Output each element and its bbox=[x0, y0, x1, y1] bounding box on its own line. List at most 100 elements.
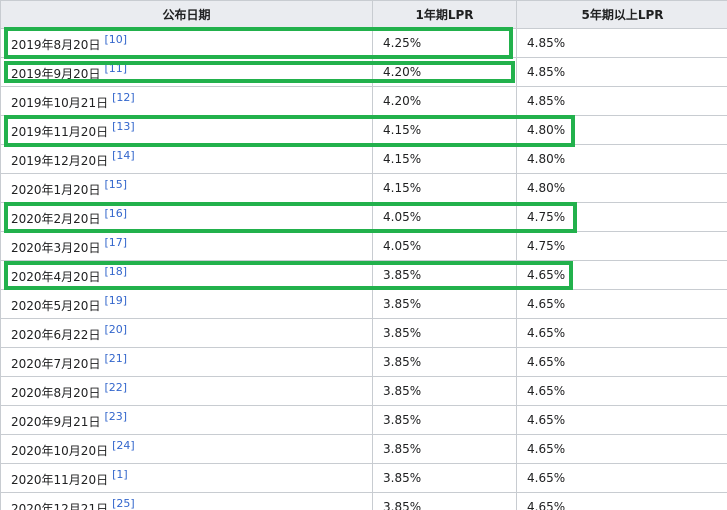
reference-link[interactable]: [21] bbox=[104, 352, 128, 365]
date-text: 2020年3月20日 bbox=[11, 241, 101, 255]
date-cell: 2020年10月20日 [24] bbox=[0, 434, 373, 464]
reference-link[interactable]: [14] bbox=[112, 149, 135, 162]
reference-link[interactable]: [19] bbox=[104, 294, 128, 307]
date-cell: 2020年3月20日 [17] bbox=[0, 231, 373, 261]
reference-link[interactable]: [17] bbox=[104, 236, 128, 249]
rate-5y-cell: 4.65% bbox=[516, 260, 727, 290]
table-row: 2019年10月21日 [12] 4.20% 4.85% bbox=[0, 86, 727, 116]
rate-1y-cell: 3.85% bbox=[372, 318, 517, 348]
table-row: 2019年11月20日 [13] 4.15% 4.80% bbox=[0, 115, 727, 145]
reference-link[interactable]: [23] bbox=[104, 410, 128, 423]
table-row: 2019年12月20日 [14] 4.15% 4.80% bbox=[0, 144, 727, 174]
rate-1y-cell: 4.20% bbox=[372, 86, 517, 116]
table-row: 2020年5月20日 [19] 3.85% 4.65% bbox=[0, 289, 727, 319]
reference-link[interactable]: [11] bbox=[104, 62, 128, 75]
date-cell: 2020年7月20日 [21] bbox=[0, 347, 373, 377]
date-text: 2020年5月20日 bbox=[11, 299, 101, 313]
date-cell: 2019年11月20日 [13] bbox=[0, 115, 373, 145]
rate-1y-cell: 4.15% bbox=[372, 144, 517, 174]
header-cell[interactable]: 公布日期 bbox=[0, 0, 373, 29]
date-text: 2020年8月20日 bbox=[11, 386, 101, 400]
table-row: 2020年3月20日 [17] 4.05% 4.75% bbox=[0, 231, 727, 261]
reference-link[interactable]: [1] bbox=[112, 468, 128, 481]
date-cell: 2019年8月20日 [10] bbox=[0, 28, 373, 58]
header-cell[interactable]: 1年期LPR bbox=[372, 0, 517, 29]
rate-1y-cell: 4.05% bbox=[372, 231, 517, 261]
rate-5y-cell: 4.65% bbox=[516, 463, 727, 493]
rate-5y-cell: 4.80% bbox=[516, 144, 727, 174]
reference-link[interactable]: [25] bbox=[112, 497, 135, 510]
reference-link[interactable]: [16] bbox=[104, 207, 128, 220]
reference-link[interactable]: [15] bbox=[104, 178, 128, 191]
date-text: 2020年11月20日 bbox=[11, 473, 109, 487]
reference-link[interactable]: [12] bbox=[112, 91, 135, 104]
table-row: 2020年11月20日 [1] 3.85% 4.65% bbox=[0, 463, 727, 493]
date-text: 2019年12月20日 bbox=[11, 154, 109, 168]
table-row: 2020年8月20日 [22] 3.85% 4.65% bbox=[0, 376, 727, 406]
rate-5y-cell: 4.65% bbox=[516, 492, 727, 510]
rate-1y-cell: 3.85% bbox=[372, 434, 517, 464]
rate-1y-cell: 3.85% bbox=[372, 405, 517, 435]
table-row: 2020年10月20日 [24] 3.85% 4.65% bbox=[0, 434, 727, 464]
highlight-box bbox=[4, 61, 515, 83]
highlight-box bbox=[4, 27, 513, 59]
rate-5y-cell: 4.65% bbox=[516, 289, 727, 319]
rate-1y-cell: 3.85% bbox=[372, 492, 517, 510]
table-row: 2020年9月21日 [23] 3.85% 4.65% bbox=[0, 405, 727, 435]
table-row: 2020年7月20日 [21] 3.85% 4.65% bbox=[0, 347, 727, 377]
reference-link[interactable]: [24] bbox=[112, 439, 135, 452]
rate-5y-cell: 4.65% bbox=[516, 434, 727, 464]
rate-5y-cell: 4.65% bbox=[516, 318, 727, 348]
table-row: 2020年6月22日 [20] 3.85% 4.65% bbox=[0, 318, 727, 348]
date-text: 2020年7月20日 bbox=[11, 357, 101, 371]
rate-1y-cell: 3.85% bbox=[372, 376, 517, 406]
date-cell: 2019年12月20日 [14] bbox=[0, 144, 373, 174]
highlight-box bbox=[4, 261, 573, 290]
date-cell: 2020年9月21日 [23] bbox=[0, 405, 373, 435]
date-text: 2020年2月20日 bbox=[11, 212, 101, 226]
date-text: 2020年6月22日 bbox=[11, 328, 101, 342]
rate-5y-cell: 4.80% bbox=[516, 115, 727, 145]
reference-link[interactable]: [22] bbox=[104, 381, 128, 394]
rate-1y-cell: 4.25% bbox=[372, 28, 517, 58]
rate-1y-cell: 3.85% bbox=[372, 463, 517, 493]
rate-1y-cell: 4.05% bbox=[372, 202, 517, 232]
date-text: 2020年12月21日 bbox=[11, 502, 109, 510]
date-cell: 2020年5月20日 [19] bbox=[0, 289, 373, 319]
rate-5y-cell: 4.65% bbox=[516, 405, 727, 435]
rate-5y-cell: 4.65% bbox=[516, 376, 727, 406]
date-cell: 2020年8月20日 [22] bbox=[0, 376, 373, 406]
date-text: 2020年10月20日 bbox=[11, 444, 109, 458]
date-text: 2019年11月20日 bbox=[11, 125, 109, 139]
rate-5y-cell: 4.80% bbox=[516, 173, 727, 203]
rate-5y-cell: 4.65% bbox=[516, 347, 727, 377]
reference-link[interactable]: [10] bbox=[104, 33, 128, 46]
table-row: 2020年1月20日 [15] 4.15% 4.80% bbox=[0, 173, 727, 203]
rate-5y-cell: 4.85% bbox=[516, 28, 727, 58]
reference-link[interactable]: [18] bbox=[104, 265, 128, 278]
rate-1y-cell: 3.85% bbox=[372, 347, 517, 377]
date-text: 2020年1月20日 bbox=[11, 183, 101, 197]
reference-link[interactable]: [20] bbox=[104, 323, 128, 336]
table-body: 2019年8月20日 [10] 4.25% 4.85% 2019年9月20日 [11] 4.… bbox=[0, 28, 727, 510]
table-row: 2020年12月21日 [25] 3.85% 4.65% bbox=[0, 492, 727, 510]
rate-1y-cell: 3.85% bbox=[372, 289, 517, 319]
highlight-box bbox=[4, 202, 577, 233]
rate-1y-cell: 4.15% bbox=[372, 115, 517, 145]
rate-5y-cell: 4.85% bbox=[516, 86, 727, 116]
date-cell: 2019年10月21日 [12] bbox=[0, 86, 373, 116]
header-cell[interactable]: 5年期以上LPR bbox=[516, 0, 727, 29]
date-text: 2019年8月20日 bbox=[11, 38, 101, 52]
rate-5y-cell: 4.75% bbox=[516, 202, 727, 232]
rate-5y-cell: 4.75% bbox=[516, 231, 727, 261]
highlight-box bbox=[4, 115, 575, 147]
rate-1y-cell: 4.15% bbox=[372, 173, 517, 203]
date-cell: 2020年6月22日 [20] bbox=[0, 318, 373, 348]
rate-5y-cell: 4.85% bbox=[516, 57, 727, 87]
date-cell: 2020年1月20日 [15] bbox=[0, 173, 373, 203]
reference-link[interactable]: [13] bbox=[112, 120, 135, 133]
date-text: 2020年4月20日 bbox=[11, 270, 101, 284]
date-cell: 2020年11月20日 [1] bbox=[0, 463, 373, 493]
